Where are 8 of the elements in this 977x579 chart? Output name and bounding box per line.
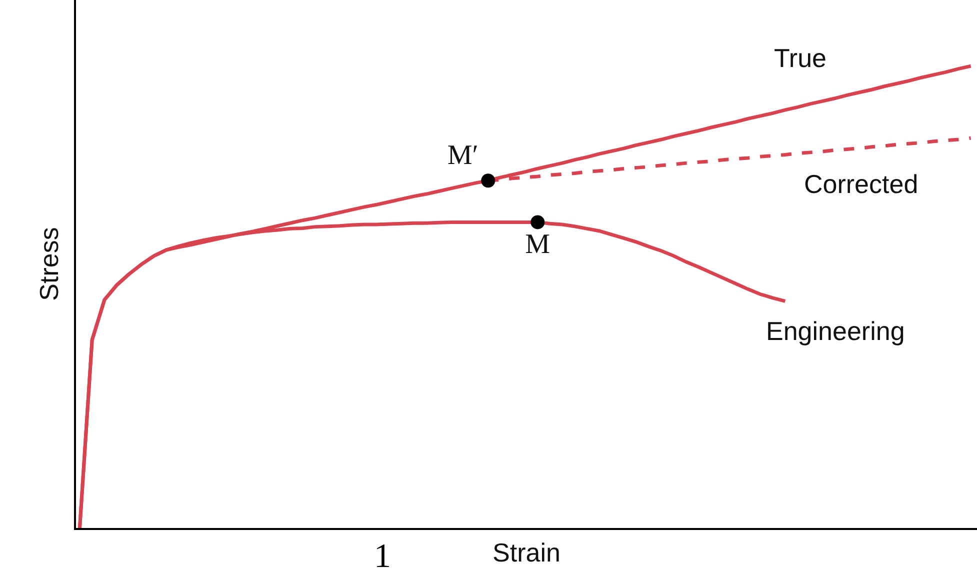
series-label: M bbox=[525, 228, 550, 260]
text: 1 bbox=[374, 538, 391, 575]
series-label: Engineering bbox=[766, 316, 905, 346]
series-label: Corrected bbox=[804, 169, 918, 199]
y-axis-title: Stress bbox=[34, 227, 64, 301]
series-label: M′ bbox=[447, 140, 478, 171]
series-label: True bbox=[774, 43, 826, 73]
x-axis-title: Strain bbox=[492, 538, 560, 568]
